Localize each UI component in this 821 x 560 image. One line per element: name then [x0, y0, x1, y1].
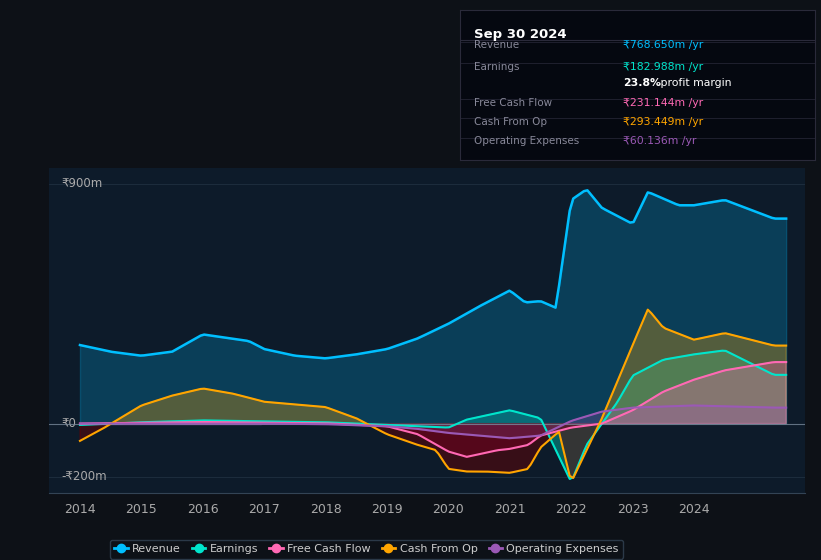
Text: ₹900m: ₹900m [62, 178, 103, 190]
Text: Sep 30 2024: Sep 30 2024 [475, 28, 566, 41]
Text: ₹768.650m /yr: ₹768.650m /yr [623, 40, 704, 50]
Text: ₹293.449m /yr: ₹293.449m /yr [623, 117, 704, 127]
Text: profit margin: profit margin [657, 78, 732, 88]
Text: Revenue: Revenue [475, 40, 520, 50]
Text: ₹60.136m /yr: ₹60.136m /yr [623, 137, 697, 147]
Text: ₹0: ₹0 [62, 417, 76, 430]
Text: ₹182.988m /yr: ₹182.988m /yr [623, 62, 704, 72]
Legend: Revenue, Earnings, Free Cash Flow, Cash From Op, Operating Expenses: Revenue, Earnings, Free Cash Flow, Cash … [110, 540, 623, 559]
Text: Free Cash Flow: Free Cash Flow [475, 97, 553, 108]
Text: Cash From Op: Cash From Op [475, 117, 548, 127]
Text: -₹200m: -₹200m [62, 470, 108, 483]
Text: Earnings: Earnings [475, 62, 520, 72]
Text: 23.8%: 23.8% [623, 78, 661, 88]
Text: Operating Expenses: Operating Expenses [475, 137, 580, 147]
Text: ₹231.144m /yr: ₹231.144m /yr [623, 97, 704, 108]
